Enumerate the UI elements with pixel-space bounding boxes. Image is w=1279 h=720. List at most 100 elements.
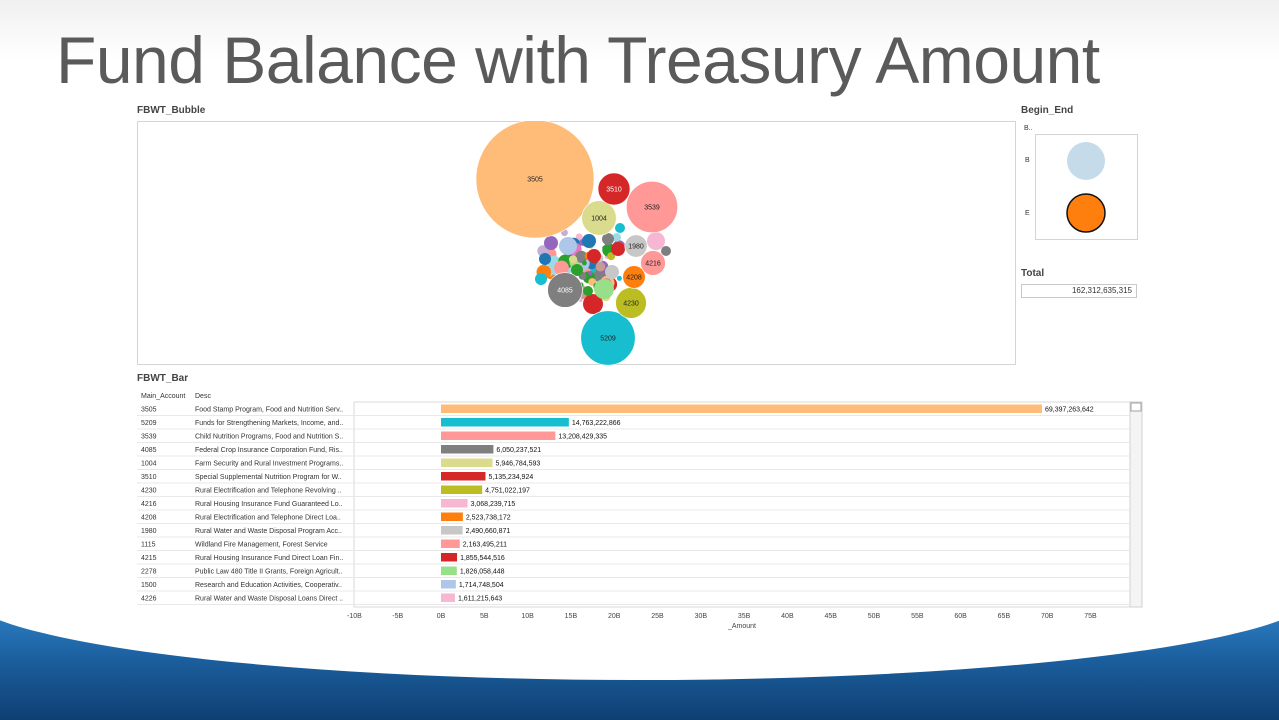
- small-bubble[interactable]: [616, 275, 622, 281]
- bubble-label: 5209: [600, 336, 616, 343]
- bar-1980[interactable]: [441, 526, 463, 535]
- small-bubble[interactable]: [575, 233, 583, 241]
- x-tick-label: 40B: [781, 613, 794, 620]
- row-desc: Public Law 480 Title II Grants, Foreign …: [195, 568, 343, 575]
- row-account: 4085: [141, 447, 157, 454]
- small-bubble[interactable]: [554, 260, 569, 276]
- bar-4208[interactable]: [441, 512, 463, 522]
- small-bubble[interactable]: [544, 236, 558, 250]
- small-bubble[interactable]: [582, 234, 596, 248]
- bubble-3505[interactable]: [475, 121, 595, 239]
- small-bubble[interactable]: [595, 261, 606, 272]
- bar-value-label: 4,751,022,197: [485, 487, 530, 494]
- bubble-1004[interactable]: [581, 200, 617, 236]
- bubble-label: 1980: [628, 244, 644, 251]
- small-bubble[interactable]: [594, 279, 614, 299]
- row-account: 5209: [141, 420, 157, 427]
- row-desc: Rural Water and Waste Disposal Loans Dir…: [195, 595, 343, 602]
- x-tick-label: -10B: [347, 613, 362, 620]
- row-desc: Child Nutrition Programs, Food and Nutri…: [195, 433, 343, 440]
- bar-4085[interactable]: [441, 445, 494, 454]
- x-tick-label: 30B: [695, 613, 708, 620]
- legend-swatches: [1066, 142, 1106, 233]
- bar-4226[interactable]: [441, 593, 455, 603]
- small-bubble[interactable]: [615, 223, 625, 233]
- legend-swatch-b[interactable]: [1067, 142, 1105, 180]
- bar-value-label: 2,163,495,211: [463, 541, 507, 548]
- x-tick-label: 5B: [480, 613, 489, 620]
- legend-label-b: B: [1025, 157, 1030, 164]
- small-bubble[interactable]: [647, 232, 665, 250]
- bubble-5209[interactable]: [580, 310, 636, 365]
- bar-4216[interactable]: [441, 499, 468, 508]
- row-account: 3510: [141, 474, 157, 481]
- small-bubble[interactable]: [607, 252, 616, 261]
- row-account: 1115: [141, 541, 156, 548]
- bar-5209[interactable]: [441, 418, 569, 427]
- column-header-account: Main_Account: [141, 393, 186, 400]
- x-axis-label: _Amount: [727, 623, 756, 630]
- row-desc: Rural Electrification and Telephone Dire…: [195, 514, 341, 521]
- small-bubble[interactable]: [571, 264, 583, 276]
- bubble-4085[interactable]: [547, 272, 583, 308]
- bubble-label: 4230: [623, 301, 639, 308]
- bar-value-label: 3,068,239,715: [471, 501, 516, 508]
- row-desc: Rural Electrification and Telephone Revo…: [195, 487, 342, 494]
- small-bubble[interactable]: [602, 233, 614, 245]
- bubble-4208[interactable]: [622, 265, 646, 289]
- bubble-3510[interactable]: [597, 172, 631, 206]
- row-account: 3505: [141, 406, 157, 413]
- column-header-desc: Desc: [195, 393, 211, 400]
- scrollbar-thumb[interactable]: [1130, 402, 1142, 412]
- bubble-label: 4208: [626, 275, 642, 282]
- bubble-3539[interactable]: [625, 180, 678, 234]
- row-desc: Funds for Strengthening Markets, Income,…: [195, 420, 343, 427]
- row-account: 4226: [141, 595, 157, 602]
- small-bubble[interactable]: [575, 250, 588, 263]
- bar-value-label: 2,490,660,871: [466, 528, 511, 535]
- bar-2278[interactable]: [441, 566, 457, 576]
- small-bubble[interactable]: [605, 265, 619, 279]
- x-tick-label: 0B: [437, 613, 446, 620]
- small-bubble[interactable]: [568, 255, 578, 264]
- scrollbar-track[interactable]: [1129, 401, 1143, 608]
- small-bubble[interactable]: [611, 242, 625, 256]
- bar-value-label: 1,611,215,643: [458, 595, 502, 602]
- bar-1115[interactable]: [441, 539, 460, 549]
- bar-4215[interactable]: [441, 553, 458, 562]
- small-bubble[interactable]: [583, 294, 603, 314]
- small-bubble[interactable]: [588, 271, 593, 276]
- legend-frame: [1035, 134, 1138, 240]
- bubble-label: 4216: [645, 261, 661, 268]
- row-account: 1500: [141, 582, 157, 589]
- small-bubble[interactable]: [587, 249, 601, 263]
- small-bubble[interactable]: [661, 246, 671, 256]
- bar-value-label: 13,208,429,335: [558, 433, 607, 440]
- bar-3505[interactable]: [441, 404, 1042, 414]
- x-tick-label: 20B: [608, 613, 621, 620]
- x-tick-label: 65B: [998, 613, 1011, 620]
- row-desc: Federal Crop Insurance Corporation Fund,…: [195, 447, 343, 454]
- small-bubble[interactable]: [583, 286, 593, 296]
- bar-value-label: 1,714,748,504: [459, 582, 504, 589]
- bar-4230[interactable]: [441, 485, 483, 495]
- total-value: 162,312,635,315: [1021, 284, 1137, 298]
- legend-header: B..: [1024, 125, 1033, 132]
- small-bubble[interactable]: [539, 253, 551, 265]
- small-bubble[interactable]: [535, 273, 547, 285]
- small-bubble[interactable]: [559, 237, 577, 255]
- bubble-4216[interactable]: [640, 250, 666, 276]
- small-bubble[interactable]: [582, 260, 587, 266]
- bar-value-label: 1,826,058,448: [460, 568, 505, 575]
- bar-1004[interactable]: [441, 458, 493, 468]
- legend-swatch-e[interactable]: [1066, 193, 1106, 233]
- bar-3539[interactable]: [441, 431, 556, 441]
- bar-1500[interactable]: [441, 580, 456, 589]
- row-desc: Research and Education Activities, Coope…: [195, 582, 342, 589]
- row-desc: Wildland Fire Management, Forest Service: [195, 541, 328, 548]
- row-desc: Rural Housing Insurance Fund Guaranteed …: [195, 501, 343, 508]
- bubble-1980[interactable]: [624, 234, 648, 258]
- bar-3510[interactable]: [441, 472, 486, 481]
- small-bubble[interactable]: [612, 233, 621, 242]
